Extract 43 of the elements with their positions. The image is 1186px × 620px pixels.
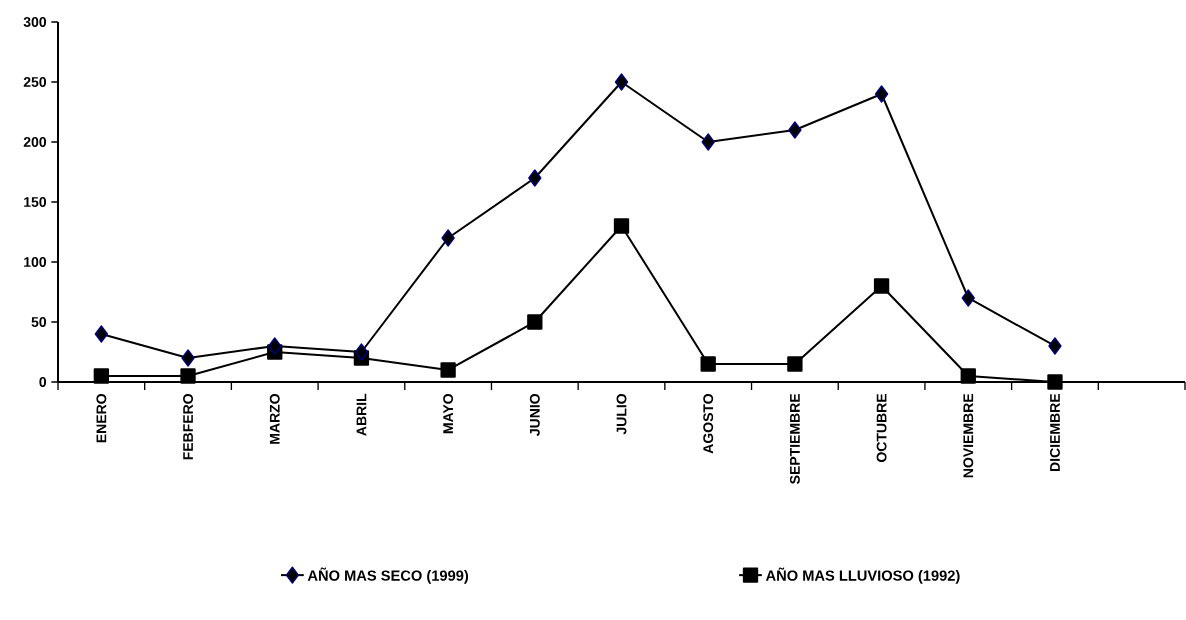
x-tick-label: DICIEMBRE <box>1050 393 1060 471</box>
y-tick-label: 100 <box>24 257 47 267</box>
x-tick-label: MARZO <box>269 393 280 444</box>
point <box>874 85 889 103</box>
point <box>960 368 976 384</box>
point <box>354 343 369 361</box>
x-tick-label: JULIO <box>616 393 627 435</box>
y-tick-label: 250 <box>23 77 47 87</box>
y-tick-label: 150 <box>24 197 47 207</box>
point <box>700 356 716 372</box>
point <box>268 337 282 355</box>
x-tick-label: OCTUBRE <box>876 393 887 463</box>
point <box>440 362 456 378</box>
point <box>1048 337 1062 355</box>
legend-label: AÑO MAS LLUVIOSO (1992) <box>765 567 960 584</box>
point <box>94 325 109 343</box>
point <box>613 218 630 234</box>
point <box>441 229 455 247</box>
point <box>180 368 196 384</box>
x-tick-label: AGOSTO <box>703 393 714 454</box>
point <box>873 278 890 294</box>
point <box>614 73 629 91</box>
point <box>787 356 803 372</box>
point <box>528 169 542 187</box>
y-tick-label: 300 <box>23 17 47 27</box>
x-tick-label: NOVIEMBRE <box>963 393 974 478</box>
x-tick-label: ENERO <box>96 393 107 443</box>
x-tick-label: JUNIO <box>529 393 540 436</box>
x-tick-label: FEBFERO <box>183 393 194 460</box>
point <box>93 368 110 384</box>
y-tick-label: 200 <box>23 137 47 147</box>
legend-label: AÑO MAS SECO (1999) <box>307 567 469 584</box>
point <box>788 121 802 139</box>
point <box>181 349 195 367</box>
y-tick-label: 50 <box>31 317 47 327</box>
point <box>701 133 715 151</box>
point <box>527 314 543 330</box>
x-tick-label: SEPTIEMBRE <box>789 393 800 484</box>
point <box>1047 374 1063 390</box>
point <box>961 289 975 307</box>
y-tick-label: 0 <box>39 377 47 387</box>
x-tick-label: ABRIL <box>356 393 367 436</box>
x-tick-label: MAYO <box>443 393 454 434</box>
